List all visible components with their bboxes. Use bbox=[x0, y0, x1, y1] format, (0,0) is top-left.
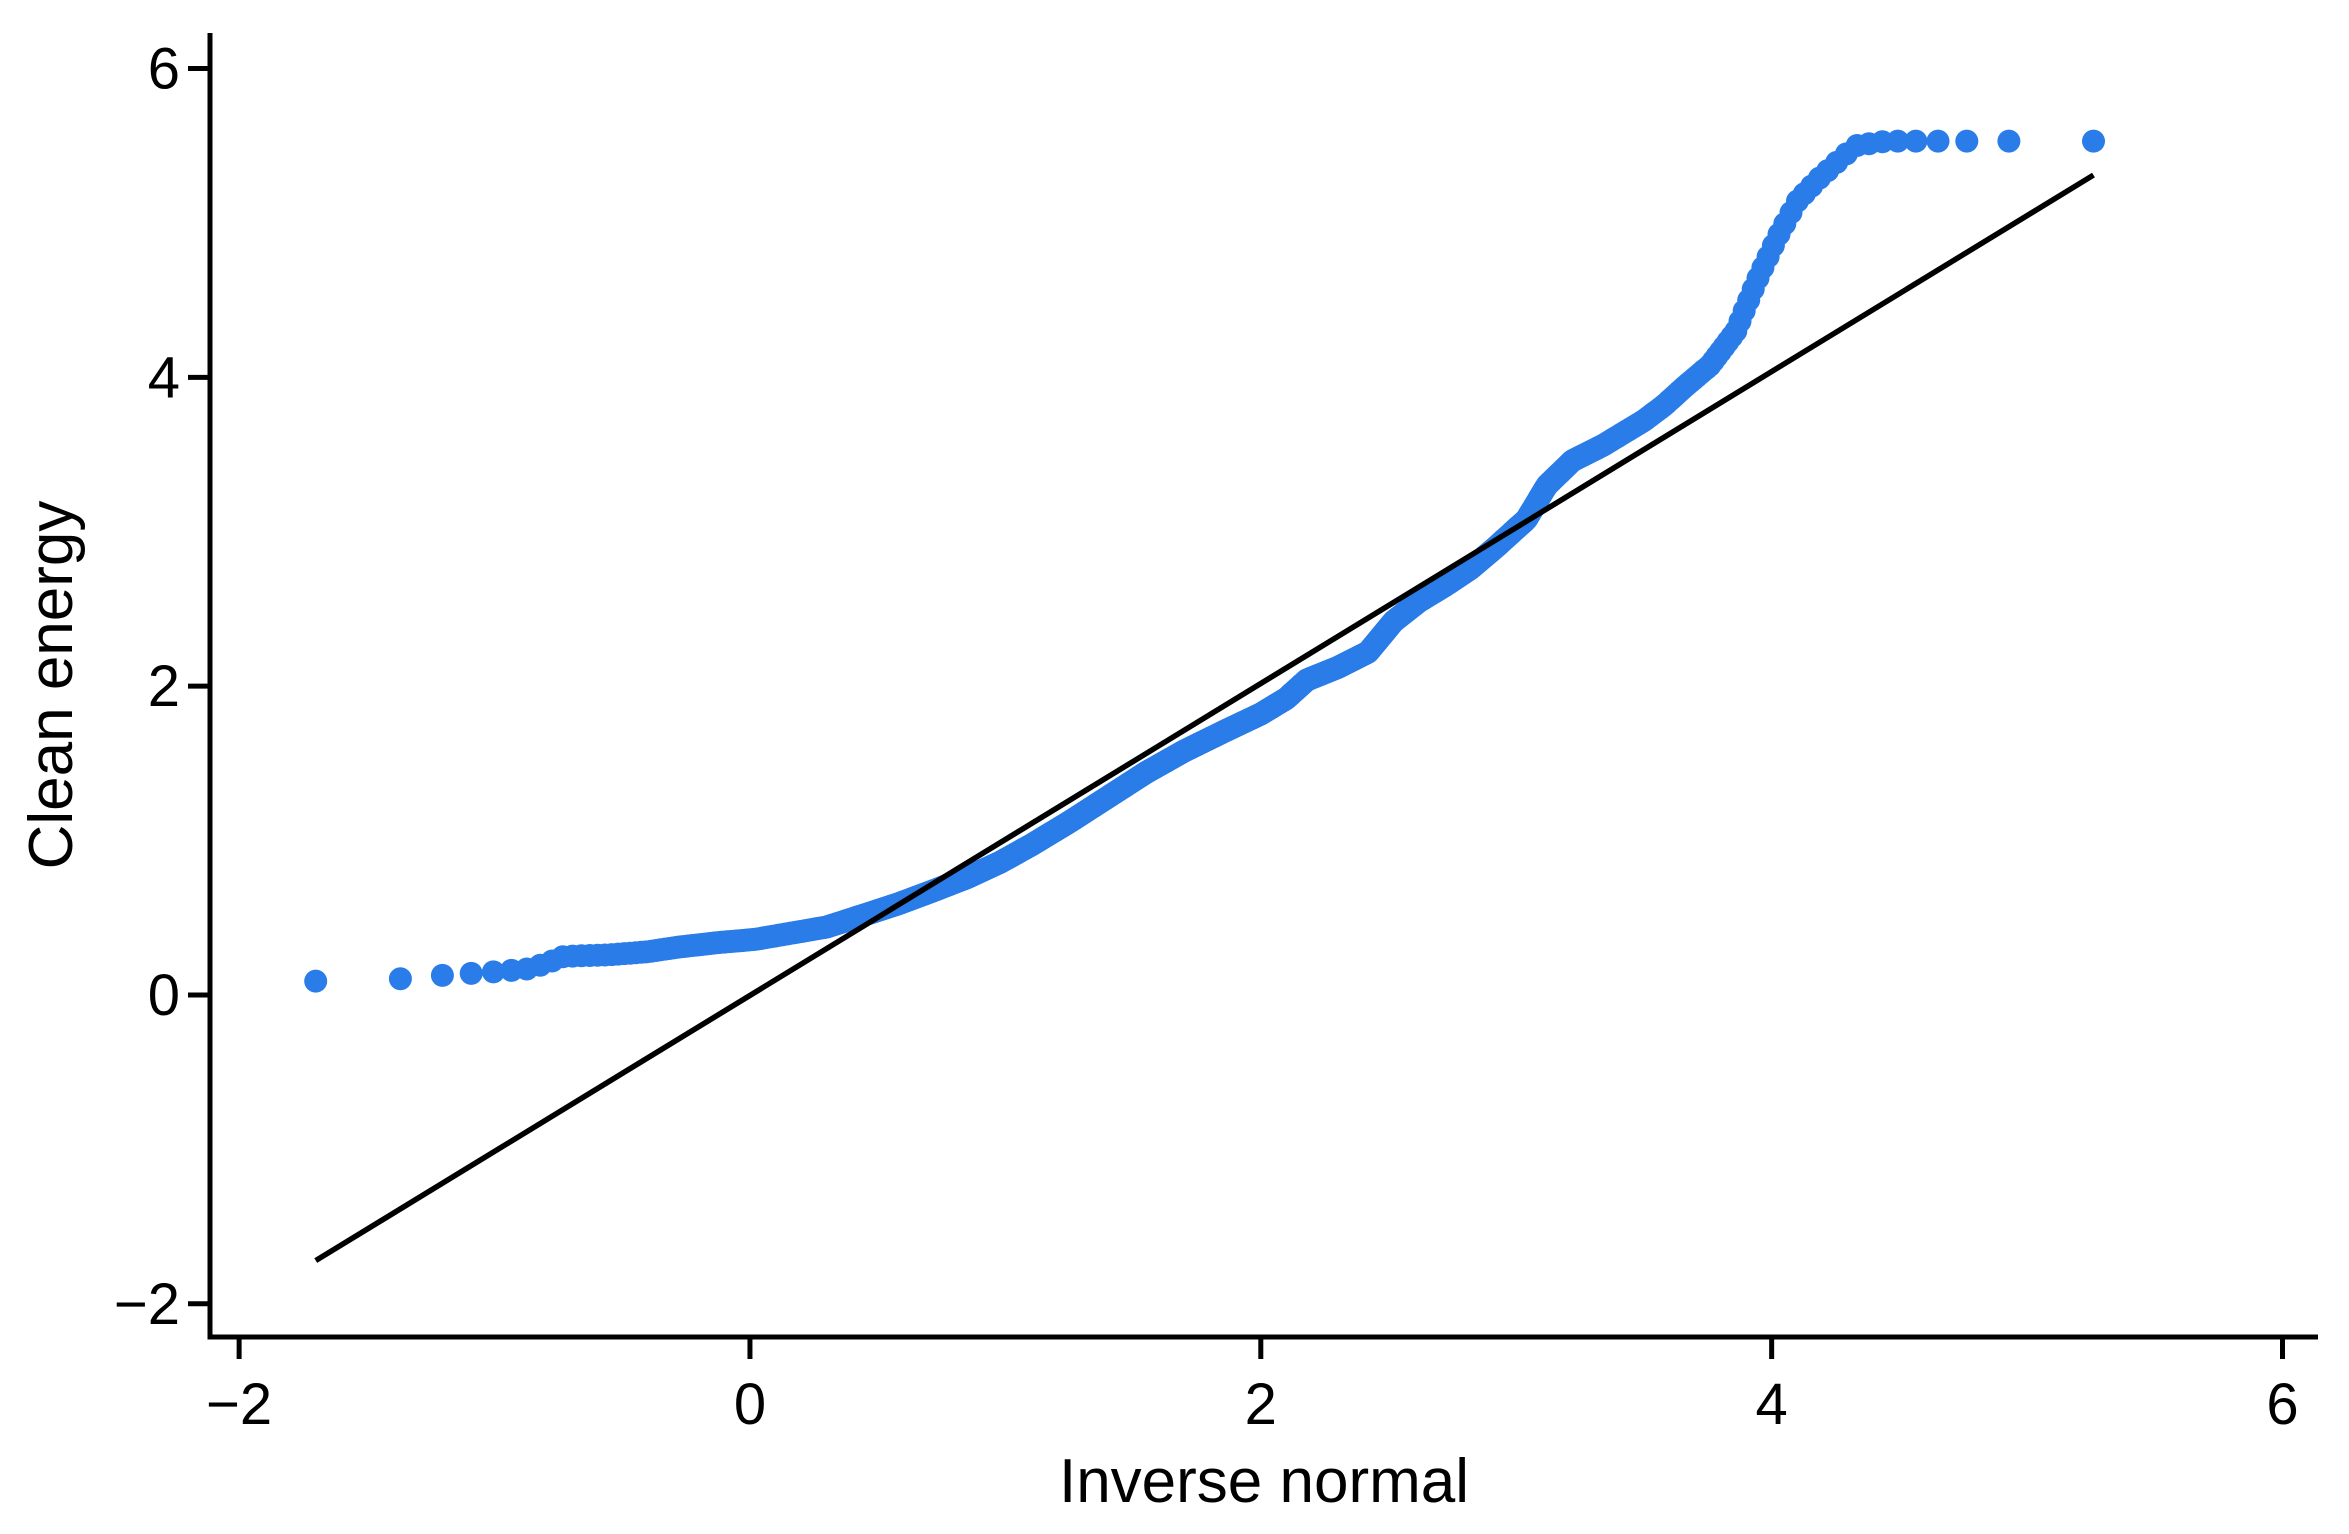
reference-line bbox=[314, 172, 2095, 1263]
data-point bbox=[481, 960, 505, 984]
y-tick-label: 4 bbox=[148, 345, 180, 410]
y-axis-title: Clean energy bbox=[17, 501, 86, 870]
data-point bbox=[1904, 129, 1928, 153]
y-tick-label: −2 bbox=[114, 1272, 180, 1337]
data-point bbox=[1955, 129, 1979, 153]
y-tick-label: 6 bbox=[148, 37, 180, 102]
x-tick-label: 4 bbox=[1756, 1372, 1788, 1437]
data-point bbox=[1886, 129, 1910, 153]
tick-marks-layer bbox=[188, 66, 2285, 1359]
data-point bbox=[2082, 129, 2105, 153]
y-tick-label: 0 bbox=[148, 963, 180, 1028]
y-tick-label: 2 bbox=[148, 654, 180, 719]
x-tick-label: 0 bbox=[734, 1372, 766, 1437]
tick-labels-layer: −2 0 2 4 6 −2 0 2 4 6 bbox=[114, 37, 2299, 1437]
x-tick-label: 6 bbox=[2266, 1372, 2298, 1437]
x-tick-label: 2 bbox=[1245, 1372, 1277, 1437]
data-points-layer bbox=[304, 129, 2105, 993]
data-point bbox=[430, 963, 454, 987]
data-point bbox=[388, 967, 412, 991]
data-point bbox=[304, 969, 328, 993]
x-axis-title: Inverse normal bbox=[1059, 1447, 1469, 1516]
data-point bbox=[459, 961, 483, 985]
data-point bbox=[1997, 129, 2021, 153]
data-point bbox=[1926, 129, 1950, 153]
x-tick-label: −2 bbox=[206, 1372, 272, 1437]
